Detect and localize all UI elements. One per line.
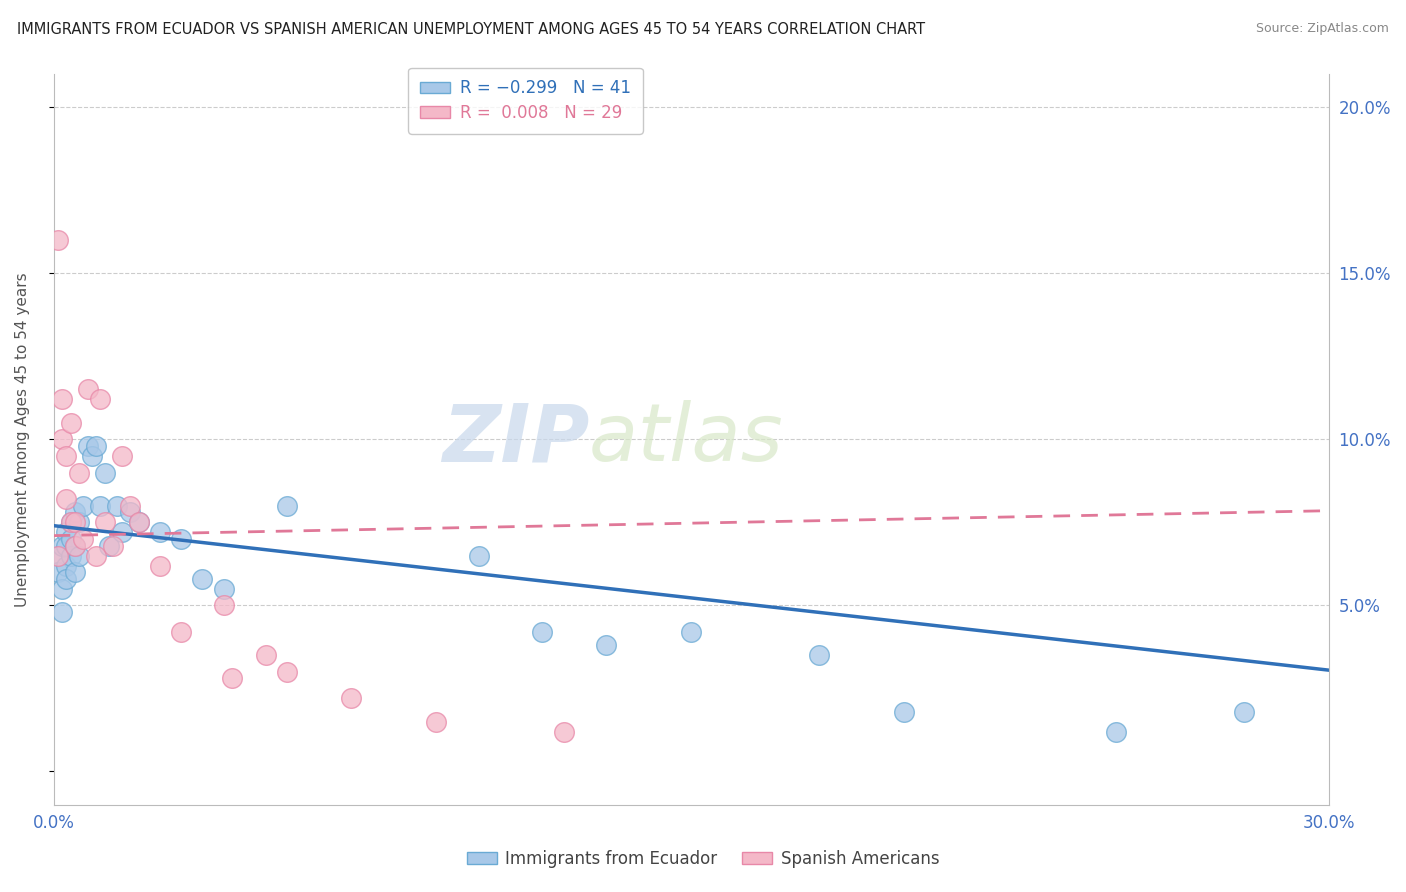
Point bbox=[59, 516, 82, 530]
Text: atlas: atlas bbox=[589, 401, 785, 478]
Point bbox=[67, 549, 90, 563]
Point bbox=[128, 516, 150, 530]
Point bbox=[67, 516, 90, 530]
Point bbox=[59, 516, 82, 530]
Point bbox=[51, 539, 73, 553]
Point bbox=[105, 499, 128, 513]
Point bbox=[111, 525, 134, 540]
Point bbox=[46, 565, 69, 579]
Point bbox=[76, 439, 98, 453]
Point bbox=[51, 392, 73, 407]
Point bbox=[63, 539, 86, 553]
Point bbox=[46, 549, 69, 563]
Point bbox=[59, 549, 82, 563]
Text: ZIP: ZIP bbox=[441, 401, 589, 478]
Point bbox=[212, 582, 235, 596]
Point bbox=[67, 466, 90, 480]
Point bbox=[55, 539, 77, 553]
Point bbox=[59, 416, 82, 430]
Point bbox=[807, 648, 830, 663]
Y-axis label: Unemployment Among Ages 45 to 54 years: Unemployment Among Ages 45 to 54 years bbox=[15, 272, 30, 607]
Point bbox=[276, 665, 298, 679]
Point bbox=[893, 705, 915, 719]
Point bbox=[276, 499, 298, 513]
Point bbox=[59, 532, 82, 546]
Point bbox=[63, 539, 86, 553]
Point bbox=[340, 691, 363, 706]
Point bbox=[170, 532, 193, 546]
Point bbox=[101, 539, 124, 553]
Point bbox=[212, 599, 235, 613]
Point bbox=[149, 525, 172, 540]
Point bbox=[46, 233, 69, 247]
Point bbox=[93, 466, 115, 480]
Point bbox=[467, 549, 489, 563]
Point bbox=[55, 525, 77, 540]
Point bbox=[221, 672, 243, 686]
Point bbox=[55, 449, 77, 463]
Text: Source: ZipAtlas.com: Source: ZipAtlas.com bbox=[1256, 22, 1389, 36]
Point bbox=[63, 516, 86, 530]
Point bbox=[128, 516, 150, 530]
Point bbox=[111, 449, 134, 463]
Point bbox=[191, 572, 214, 586]
Point bbox=[97, 539, 120, 553]
Point bbox=[55, 572, 77, 586]
Point bbox=[531, 624, 554, 639]
Point bbox=[84, 549, 107, 563]
Point bbox=[1233, 705, 1256, 719]
Point bbox=[80, 449, 103, 463]
Point bbox=[46, 549, 69, 563]
Point bbox=[425, 714, 447, 729]
Point bbox=[51, 605, 73, 619]
Point bbox=[595, 638, 617, 652]
Point bbox=[63, 505, 86, 519]
Point bbox=[72, 532, 94, 546]
Point bbox=[51, 582, 73, 596]
Point bbox=[55, 558, 77, 573]
Point bbox=[89, 499, 111, 513]
Point bbox=[149, 558, 172, 573]
Legend: Immigrants from Ecuador, Spanish Americans: Immigrants from Ecuador, Spanish America… bbox=[460, 844, 946, 875]
Point bbox=[120, 505, 142, 519]
Point bbox=[681, 624, 703, 639]
Legend: R = −0.299   N = 41, R =  0.008   N = 29: R = −0.299 N = 41, R = 0.008 N = 29 bbox=[408, 68, 643, 134]
Point bbox=[170, 624, 193, 639]
Point bbox=[84, 439, 107, 453]
Point bbox=[63, 565, 86, 579]
Point bbox=[55, 492, 77, 507]
Point bbox=[93, 516, 115, 530]
Point bbox=[76, 383, 98, 397]
Point bbox=[1105, 724, 1128, 739]
Point bbox=[72, 499, 94, 513]
Text: IMMIGRANTS FROM ECUADOR VS SPANISH AMERICAN UNEMPLOYMENT AMONG AGES 45 TO 54 YEA: IMMIGRANTS FROM ECUADOR VS SPANISH AMERI… bbox=[17, 22, 925, 37]
Point bbox=[553, 724, 575, 739]
Point bbox=[89, 392, 111, 407]
Point bbox=[120, 499, 142, 513]
Point bbox=[51, 432, 73, 446]
Point bbox=[254, 648, 277, 663]
